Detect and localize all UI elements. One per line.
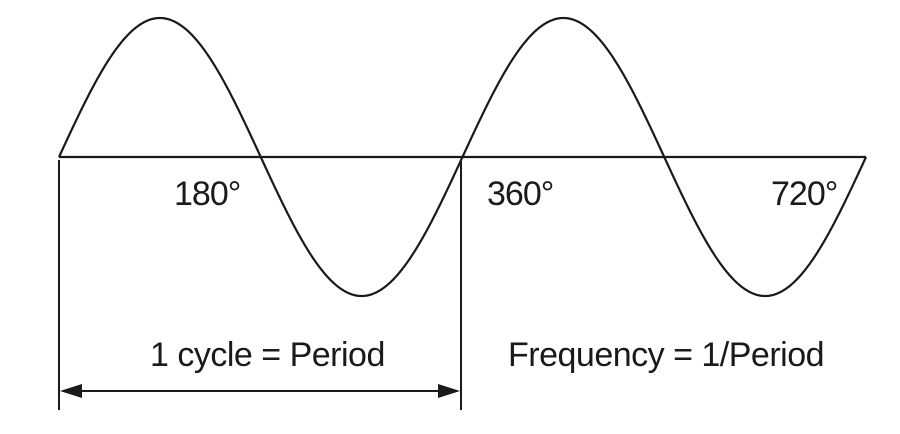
- period-arrow-left-head: [60, 384, 82, 398]
- period-arrow-right-head: [438, 384, 460, 398]
- angle-label-180: 180°: [174, 175, 240, 213]
- angle-label-360: 360°: [487, 175, 553, 213]
- frequency-label: Frequency = 1/Period: [508, 336, 824, 374]
- angle-label-720: 720°: [771, 175, 837, 213]
- cycle-period-label: 1 cycle = Period: [150, 336, 385, 374]
